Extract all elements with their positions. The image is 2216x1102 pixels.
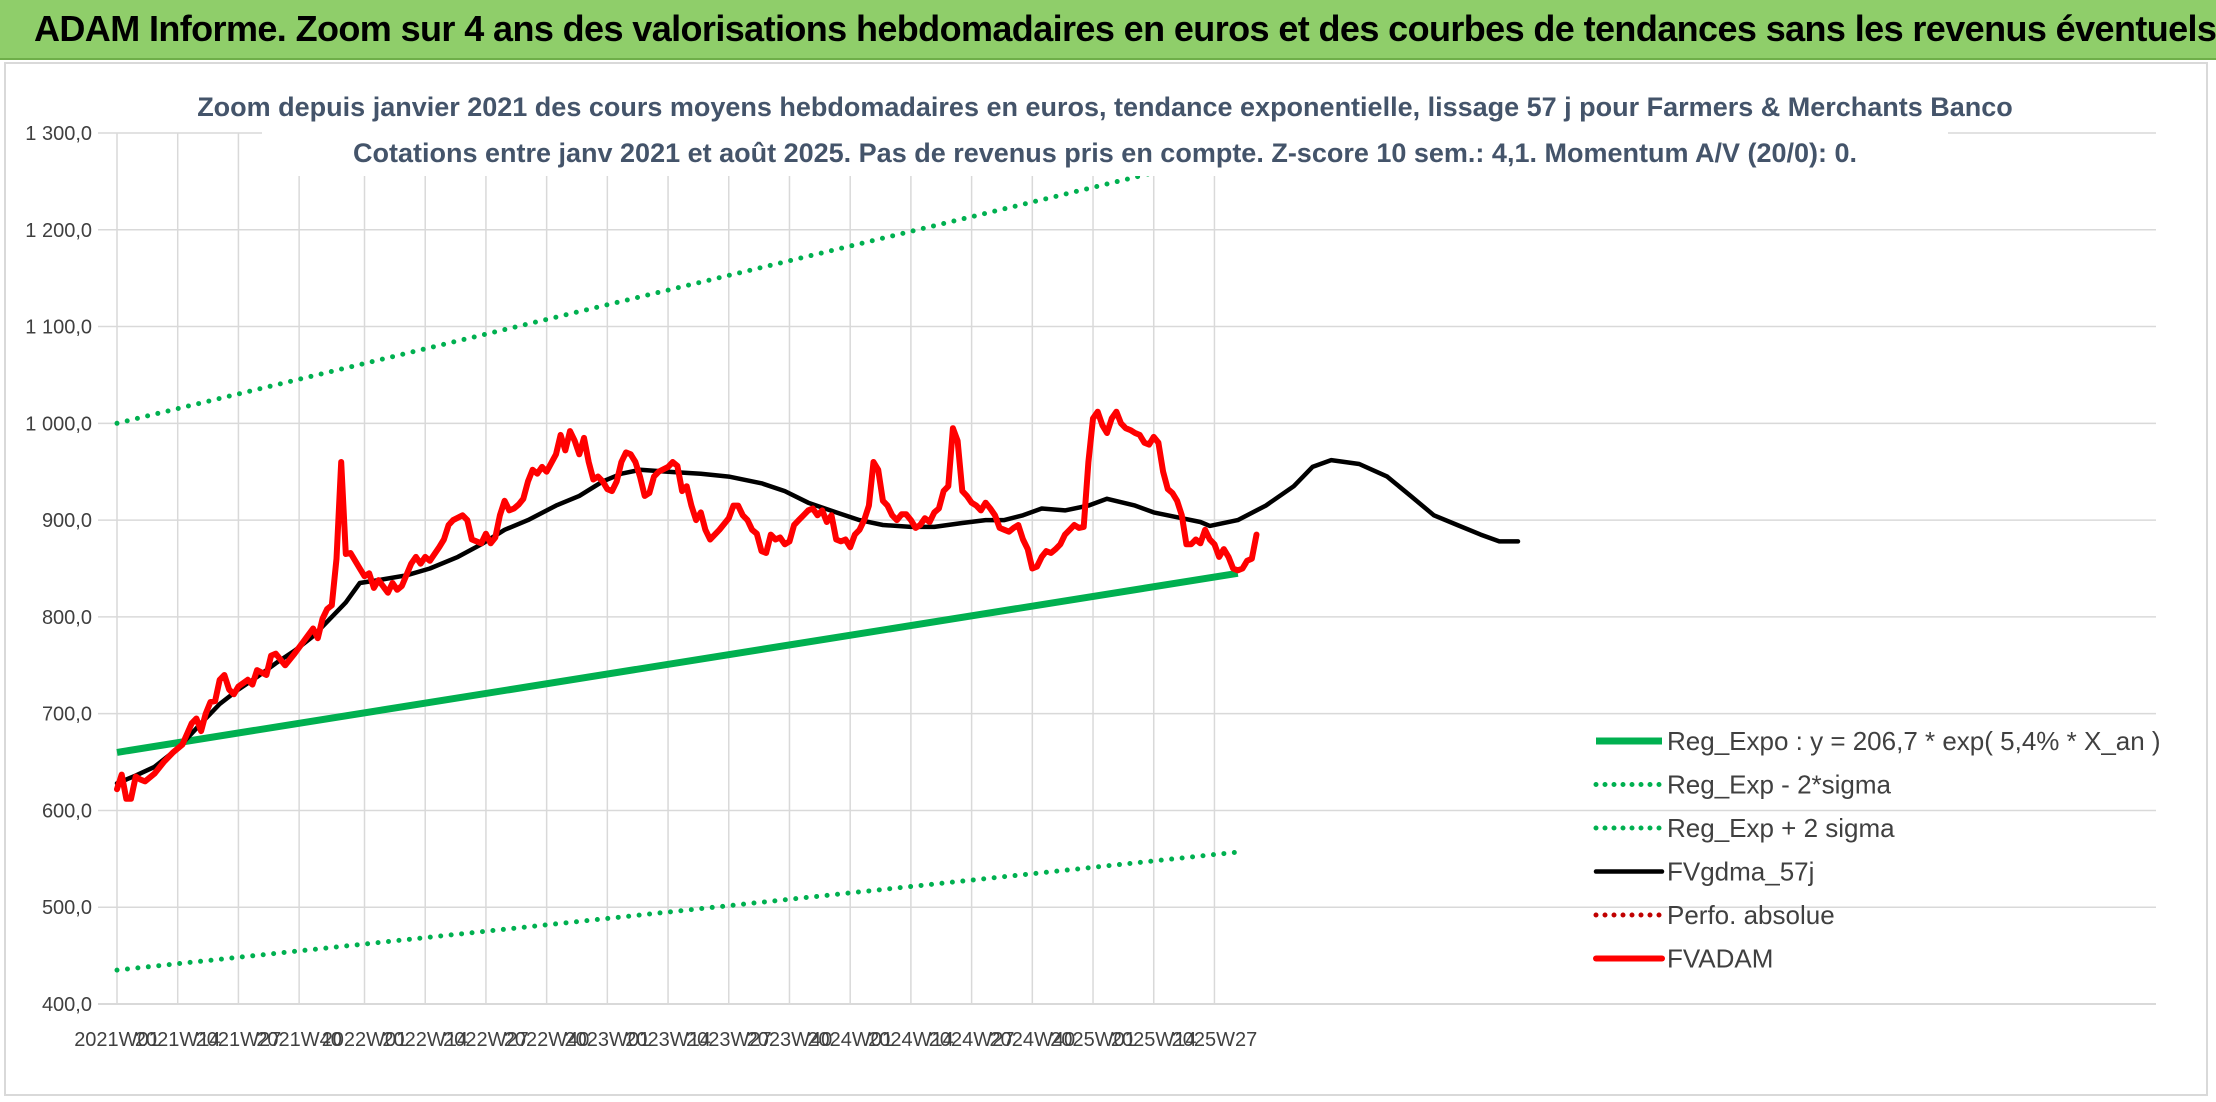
x-tick-label: 2025W27	[1172, 1029, 1258, 1051]
x-tick-label: 2023W01	[565, 1029, 651, 1051]
series-lines	[114, 149, 1521, 973]
x-axis-ticks: 2021W012021W142021W272021W402022W012022W…	[74, 1029, 1257, 1051]
x-tick-label: 2024W27	[929, 1029, 1015, 1051]
subtitle-background	[262, 86, 1948, 176]
y-tick-label: 1 300,0	[25, 123, 92, 145]
x-tick-label: 2023W40	[747, 1029, 833, 1051]
series-line-1	[114, 849, 1241, 973]
y-tick-label: 1 200,0	[25, 220, 92, 242]
chart-frame	[4, 62, 2208, 1096]
x-tick-label: 2022W27	[443, 1029, 529, 1051]
y-tick-label: 700,0	[42, 704, 92, 726]
y-tick-label: 900,0	[42, 510, 92, 532]
series-line-3	[114, 457, 1521, 786]
x-tick-label: 2022W40	[504, 1029, 590, 1051]
series-line-2	[114, 149, 1241, 426]
x-tick-label: 2024W40	[990, 1029, 1076, 1051]
x-tick-label: 2024W14	[868, 1029, 954, 1051]
x-tick-label: 2025W01	[1050, 1029, 1136, 1051]
banner-title: ADAM Informe. Zoom sur 4 ans des valoris…	[34, 8, 2216, 49]
legend-label: Reg_Exp - 2*sigma	[1667, 770, 1892, 800]
chart-title: Zoom depuis janvier 2021 des cours moyen…	[197, 92, 2013, 122]
x-tick-label: 2021W40	[256, 1029, 342, 1051]
x-tick-label: 2023W27	[686, 1029, 772, 1051]
y-tick-label: 800,0	[42, 607, 92, 629]
legend-label: Reg_Exp + 2 sigma	[1667, 813, 1895, 843]
y-tick-label: 1 000,0	[25, 413, 92, 435]
x-tick-label: 2021W01	[74, 1029, 160, 1051]
y-tick-label: 1 100,0	[25, 317, 92, 339]
x-tick-label: 2025W14	[1111, 1029, 1197, 1051]
y-tick-label: 500,0	[42, 897, 92, 919]
legend-label: Reg_Expo : y = 206,7 * exp( 5,4% * X_an …	[1667, 726, 2161, 756]
series-line-0	[116, 569, 1239, 756]
series-line-5	[114, 408, 1260, 802]
x-tick-label: 2022W14	[382, 1029, 468, 1051]
x-tick-label: 2023W14	[625, 1029, 711, 1051]
legend-label: FVgdma_57j	[1667, 857, 1814, 887]
legend-label: Perfo. absolue	[1667, 900, 1835, 930]
x-tick-label: 2021W27	[196, 1029, 282, 1051]
x-tick-label: 2022W01	[322, 1029, 408, 1051]
chart-subtitle: Cotations entre janv 2021 et août 2025. …	[353, 138, 1857, 168]
y-tick-label: 600,0	[42, 800, 92, 822]
legend-label: FVADAM	[1667, 944, 1773, 974]
legend: Reg_Expo : y = 206,7 * exp( 5,4% * X_an …	[1593, 726, 2161, 974]
header-banner: ADAM Informe. Zoom sur 4 ans des valoris…	[0, 0, 2216, 60]
y-tick-label: 400,0	[42, 994, 92, 1016]
x-tick-label: 2021W14	[135, 1029, 221, 1051]
y-axis-ticks: 400,0 500,0 600,0 700,0 800,0 900,0 1 000,0 1 1…	[25, 123, 92, 1016]
x-tick-label: 2024W01	[807, 1029, 893, 1051]
